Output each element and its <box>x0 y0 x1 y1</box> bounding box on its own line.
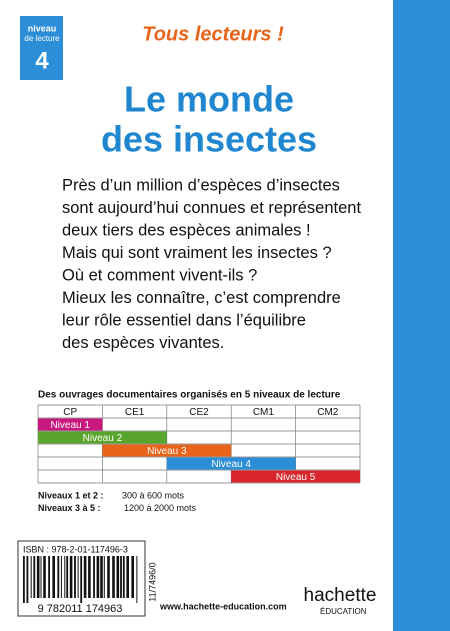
barcode-bar <box>69 556 73 598</box>
note-label: Niveaux 1 et 2 : <box>38 490 104 500</box>
blurb-line: deux tiers des espèces animales ! <box>62 221 311 239</box>
barcode-bar <box>116 556 120 598</box>
title: des insectes <box>101 119 317 160</box>
barcode-bar <box>136 556 138 603</box>
barcode-bar <box>48 556 50 598</box>
barcode-bar <box>57 556 60 598</box>
level-label: de lecture <box>24 34 60 43</box>
barcode-bar <box>64 556 66 598</box>
website: www.hachette-education.com <box>159 601 287 611</box>
side-strip <box>393 0 450 631</box>
barcode-bar <box>77 556 79 598</box>
brand: hachette <box>304 585 377 606</box>
code: 11/7496/0 <box>147 562 157 601</box>
barcode-bar <box>131 556 134 598</box>
barcode-bar <box>120 556 122 598</box>
barcode-digits: 9 782011 174963 <box>38 603 123 615</box>
level-label: Niveau 3 <box>147 446 187 457</box>
level-bar <box>166 457 296 470</box>
level-bar <box>231 470 360 483</box>
blurb-line: sont aujourd’hui connues et représentent <box>62 199 361 217</box>
barcode-bar <box>36 556 40 598</box>
barcode-bar <box>88 556 91 598</box>
division: ÉDUCATION <box>320 607 367 616</box>
barcode-bar <box>66 556 69 598</box>
barcode-bar <box>52 556 55 598</box>
barcode-bar <box>122 556 125 598</box>
barcode-bar <box>60 556 62 598</box>
level-label: niveau <box>28 23 57 33</box>
blurb-line: Où et comment vivent-ils ? <box>62 266 257 284</box>
barcode-bar <box>126 556 129 598</box>
barcode-bar <box>93 556 95 598</box>
level-bar <box>38 431 167 444</box>
blurb-line: Mieux les connaître, c’est comprendre <box>62 289 341 307</box>
barcode-bar <box>100 556 103 598</box>
barcode-box <box>17 540 146 617</box>
level-badge <box>20 16 63 80</box>
column-header: CP <box>63 407 77 418</box>
note-text: 1200 à 2000 mots <box>124 503 197 513</box>
level-label: Niveau 1 <box>50 420 90 431</box>
barcode-bar <box>33 556 36 598</box>
table-caption: Des ouvrages documentaires organisés en … <box>38 390 341 401</box>
note-text: 300 à 600 mots <box>122 490 185 500</box>
level-bar <box>38 418 103 431</box>
barcode-bar <box>83 556 87 598</box>
level-number: 4 <box>35 47 49 74</box>
column-header: CE2 <box>189 407 209 418</box>
barcode-bar <box>43 556 46 598</box>
column-header: CE1 <box>125 407 145 418</box>
level-label: Niveau 2 <box>83 433 123 444</box>
blurb-line: des espèces vivantes. <box>62 334 224 352</box>
column-header: CM1 <box>253 407 275 418</box>
blurb-line: leur rôle essentiel dans l’équilibre <box>62 311 306 329</box>
level-label: Niveau 4 <box>211 459 251 470</box>
barcode-bar <box>112 556 115 598</box>
column-header: CM2 <box>317 407 339 418</box>
barcode-bar <box>96 556 100 598</box>
barcode-bar <box>107 556 110 598</box>
title: Le monde <box>124 79 294 120</box>
barcode-bar <box>80 556 83 603</box>
barcode-bar <box>26 556 29 603</box>
barcode-bar <box>103 556 105 598</box>
series-name: Tous lecteurs ! <box>142 23 284 45</box>
isbn: ISBN : 978-2-01-117496-3 <box>23 544 128 554</box>
level-bar <box>102 444 232 457</box>
level-label: Niveau 5 <box>276 472 316 483</box>
blurb-line: Près d’un million d’espèces d’insectes <box>62 176 340 194</box>
note-label: Niveaux 3 à 5 : <box>38 503 101 513</box>
blurb-line: Mais qui sont vraiment les insectes ? <box>62 244 332 262</box>
barcode-bar <box>30 556 32 598</box>
barcode-bar <box>40 556 42 598</box>
barcode-bar <box>74 556 76 598</box>
barcode-bar <box>23 556 25 603</box>
